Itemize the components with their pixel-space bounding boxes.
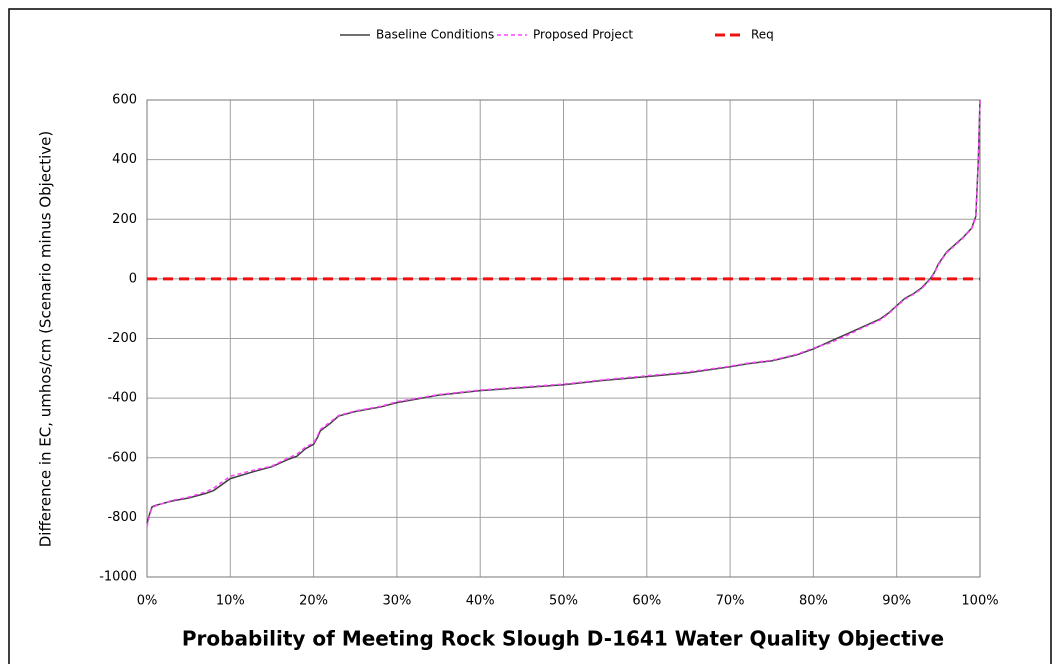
chart-frame (8, 8, 1052, 664)
x-tick-label: 20% (299, 594, 328, 609)
x-tick-label: 30% (382, 594, 411, 609)
plot-area (146, 99, 981, 578)
x-tick-label: 100% (961, 594, 998, 609)
x-tick-label: 10% (216, 594, 245, 609)
series-line (146, 99, 981, 527)
legend-label: Req (751, 28, 774, 42)
x-tick-label: 50% (549, 594, 578, 609)
y-tick-label: 200 (112, 212, 137, 227)
x-tick-label: 70% (716, 594, 745, 609)
y-axis-label: Difference in EC, umhos/cm (Scenario min… (37, 131, 55, 548)
y-tick-label: -400 (107, 391, 137, 406)
series-line (146, 99, 981, 524)
y-tick-label: -600 (107, 450, 137, 465)
x-tick-label: 40% (466, 594, 495, 609)
x-axis-label: Probability of Meeting Rock Slough D-164… (182, 627, 944, 651)
y-tick-label: 400 (112, 152, 137, 167)
y-tick-label: -1000 (99, 570, 137, 585)
y-tick-label: 0 (129, 271, 137, 286)
y-tick-label: 600 (112, 93, 137, 108)
x-tick-label: 90% (882, 594, 911, 609)
y-tick-label: -800 (107, 510, 137, 525)
x-tick-label: 0% (137, 594, 158, 609)
legend-label: Proposed Project (533, 28, 633, 42)
legend-label: Baseline Conditions (376, 28, 494, 42)
x-tick-label: 60% (632, 594, 661, 609)
x-tick-label: 80% (799, 594, 828, 609)
y-tick-label: -200 (107, 331, 137, 346)
